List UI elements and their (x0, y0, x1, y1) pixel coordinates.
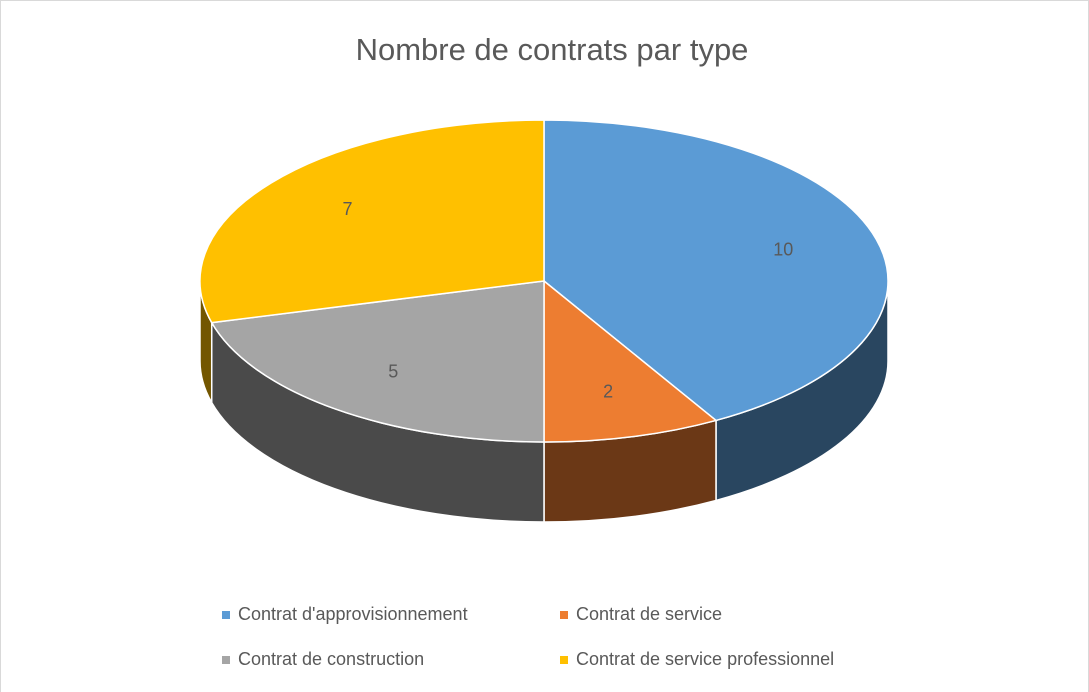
data-label: 7 (342, 199, 352, 219)
chart-title: Nombre de contrats par type (356, 32, 749, 67)
legend-label: Contrat de service (576, 604, 722, 624)
legend-label: Contrat de construction (238, 649, 424, 669)
legend-label: Contrat d'approvisionnement (238, 604, 468, 624)
legend-marker (222, 611, 230, 619)
data-label: 10 (773, 240, 793, 260)
slice (210, 280, 545, 443)
data-label: 2 (603, 382, 613, 402)
legend-marker (560, 656, 568, 664)
legend-marker (222, 656, 230, 664)
legend-label: Contrat de service professionnel (576, 649, 834, 669)
slice (199, 119, 545, 324)
slice (543, 279, 718, 443)
slice (543, 119, 889, 422)
data-label: 5 (388, 362, 398, 382)
legend-marker (560, 611, 568, 619)
